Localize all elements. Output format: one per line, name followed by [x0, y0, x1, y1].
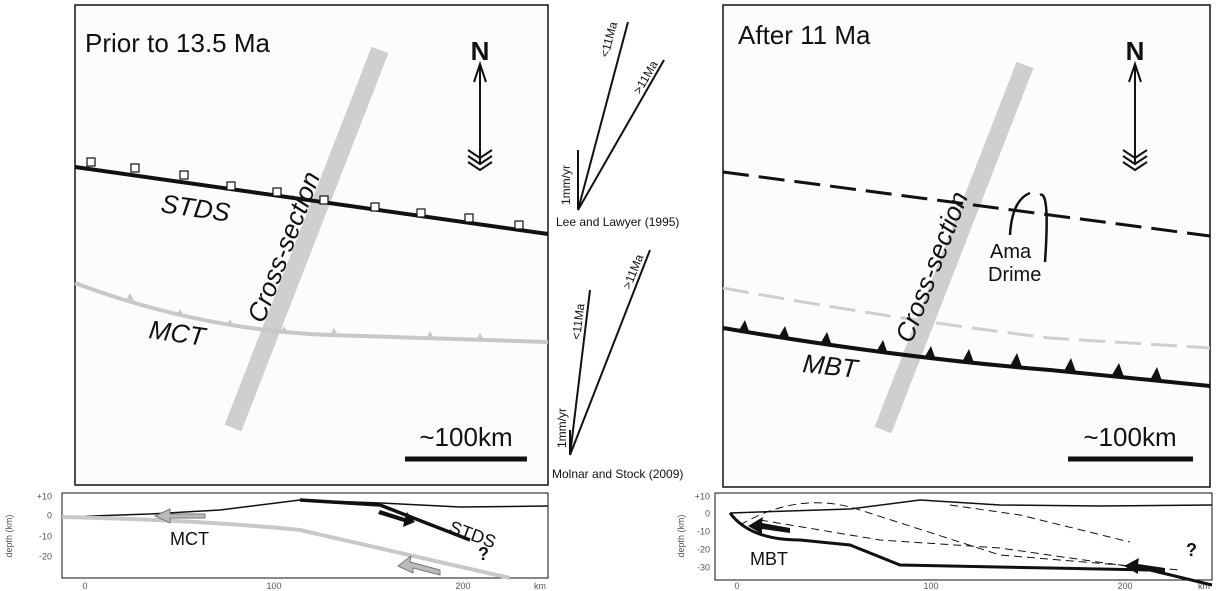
x-tick: 100 [923, 581, 938, 591]
page: {"left_map": {"title": "Prior to 13.5 Ma… [0, 0, 1216, 591]
scale-label: ~100km [419, 422, 512, 452]
rate-young: <11Ma [597, 20, 620, 59]
x-tick: 0 [82, 581, 87, 591]
left-title: Prior to 13.5 Ma [85, 28, 271, 58]
y-axis-label: depth (km) [676, 514, 686, 557]
rate-source: Lee and Lawyer (1995) [556, 215, 679, 229]
feature-label: Ama [990, 241, 1032, 263]
x-tick: 200 [1117, 581, 1132, 591]
feature-label: Drime [988, 264, 1041, 286]
y-axis-label: depth (km) [4, 514, 14, 557]
rate-scale: 1mm/yr [555, 408, 569, 448]
rate-vectors-2 [570, 250, 650, 455]
query: ? [478, 544, 489, 564]
y-tick: 0 [47, 510, 52, 520]
y-tick: -20 [697, 544, 710, 554]
x-tick: 0 [734, 581, 739, 591]
y-tick: -20 [39, 551, 52, 561]
x-tick: 100 [266, 581, 281, 591]
rate-source: Molnar and Stock (2009) [552, 467, 683, 481]
x-unit: km [534, 581, 546, 591]
right-title: After 11 Ma [738, 20, 871, 50]
y-tick: -10 [697, 526, 710, 536]
rate-vectors-1 [578, 22, 664, 210]
y-tick: -10 [39, 531, 52, 541]
figure: Prior to 13.5 Ma N STDS MCT Cross-sectio… [0, 0, 1216, 591]
rate-old: >11Ma [630, 58, 660, 97]
y-tick: +10 [37, 491, 52, 501]
y-tick: 0 [705, 508, 710, 518]
y-tick: +10 [695, 491, 710, 501]
mct-label: MCT [170, 529, 209, 549]
mbt-label: MBT [750, 549, 788, 569]
rate-scale: 1mm/yr [559, 165, 573, 205]
mbt-label: MBT [801, 348, 861, 384]
right-map-frame [723, 5, 1210, 487]
x-tick: 200 [455, 581, 470, 591]
query: ? [1186, 540, 1197, 560]
y-tick: -30 [697, 562, 710, 572]
scale-label: ~100km [1083, 422, 1176, 452]
